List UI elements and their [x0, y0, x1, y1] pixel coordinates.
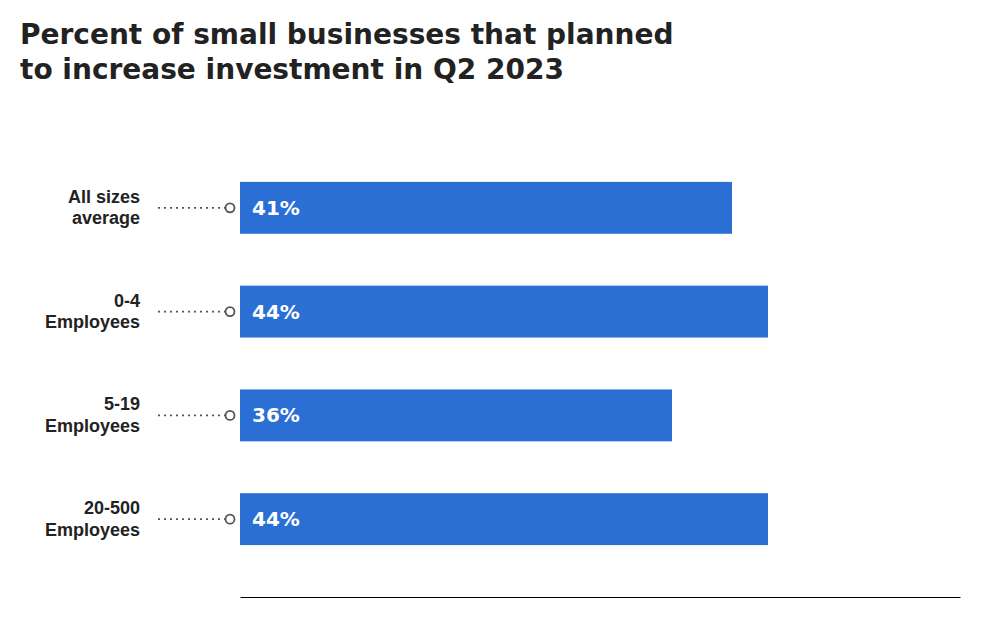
- connector-line: [158, 518, 230, 520]
- x-axis: [241, 597, 961, 598]
- y-tick: 20-500Employees: [45, 498, 140, 540]
- category-label-line: Employees: [45, 520, 140, 540]
- category-label-line: Employees: [45, 416, 140, 436]
- bar: [240, 493, 768, 545]
- data-labels: 41% 44% 36% 44%: [252, 196, 300, 531]
- category-label-line: 20-500: [84, 498, 140, 518]
- data-label: 36%: [252, 403, 300, 427]
- data-label: 41%: [252, 196, 300, 220]
- y-tick: 0-4Employees: [45, 291, 140, 333]
- data-label: 44%: [252, 300, 300, 324]
- bar: [240, 182, 732, 234]
- category-label: 20-500Employees: [45, 498, 140, 540]
- category-label-line: 0-4: [114, 291, 140, 311]
- y-tick: 5-19Employees: [45, 394, 140, 436]
- connector-dot: [226, 307, 235, 316]
- title: Percent of small businesses that planned…: [20, 18, 674, 86]
- bar: [240, 286, 768, 338]
- category-label-line: 5-19: [104, 394, 140, 414]
- title-line: Percent of small businesses that planned: [20, 18, 674, 51]
- y-tick: All sizesaverage: [68, 187, 140, 229]
- connector-line: [158, 414, 230, 416]
- title-line: to increase investment in Q2 2023: [20, 53, 564, 86]
- connector-dot: [226, 411, 235, 420]
- connector-line: [158, 311, 230, 313]
- category-label: 0-4Employees: [45, 291, 140, 333]
- connector-dot: [226, 203, 235, 212]
- x-axis-line: [241, 597, 961, 598]
- category-label: 5-19Employees: [45, 394, 140, 436]
- category-label: All sizesaverage: [68, 187, 140, 229]
- connector-dot: [226, 515, 235, 524]
- category-label-line: Employees: [45, 312, 140, 332]
- chart: Percent of small businesses that planned…: [0, 0, 1000, 637]
- connector-line: [158, 207, 230, 209]
- bar: [240, 389, 672, 441]
- y-axis: All sizesaverage0-4Employees5-19Employee…: [45, 187, 140, 540]
- bars: [240, 182, 768, 545]
- connectors: [158, 203, 235, 523]
- category-label-line: All sizes: [68, 187, 140, 207]
- data-label: 44%: [252, 507, 300, 531]
- category-label-line: average: [72, 208, 140, 228]
